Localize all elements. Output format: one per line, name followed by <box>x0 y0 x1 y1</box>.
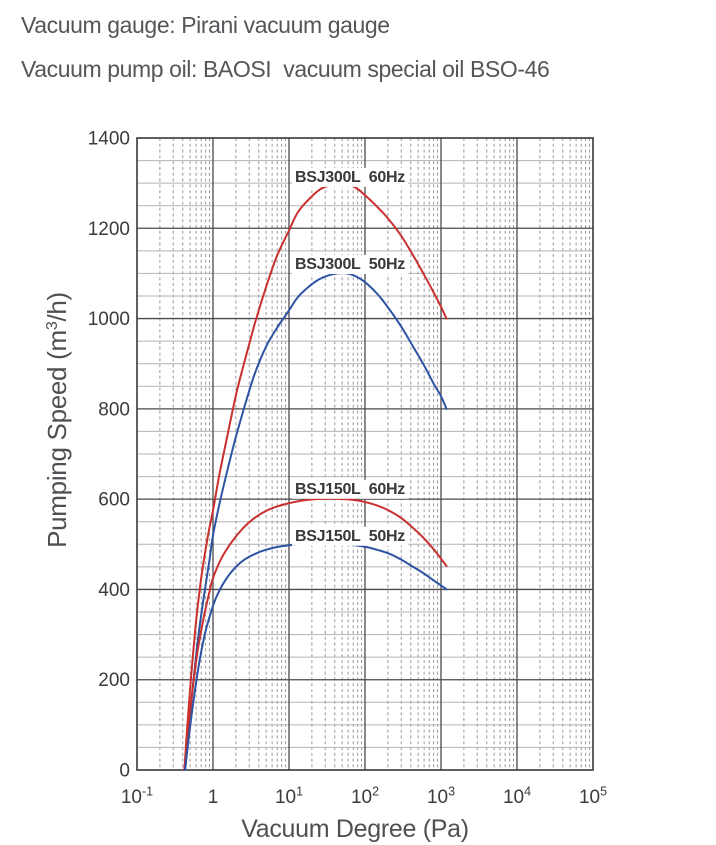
y-tick-label: 1200 <box>88 219 130 240</box>
y-axis-title: Pumping Speed (m3/h) <box>42 292 72 548</box>
curve-label-bsj150l-50hz: BSJ150L 50Hz <box>295 528 405 545</box>
curve-label-bsj150l-60hz: BSJ150L 60Hz <box>295 481 405 498</box>
curve-label-bg <box>292 254 409 274</box>
y-tick-label: 800 <box>98 399 130 420</box>
x-tick-label: 105 <box>579 785 607 809</box>
curve-bsj150l-60hz <box>183 497 448 771</box>
curve-label-bsj300l-50hz: BSJ300L 50Hz <box>295 256 405 273</box>
x-tick-label: 101 <box>275 785 303 809</box>
curve-label-bsj300l-60hz: BSJ300L 60Hz <box>295 169 405 186</box>
y-tick-label: 400 <box>98 580 130 601</box>
x-tick-label: 10-1 <box>121 785 153 809</box>
plot-frame <box>136 137 594 771</box>
header-vacuum-gauge-line: Vacuum gauge: Pirani vacuum gauge <box>21 12 390 38</box>
curve-bsj300l-50hz <box>184 271 448 771</box>
y-tick-label: 0 <box>119 761 130 782</box>
x-tick-label: 102 <box>351 785 379 809</box>
curve-label-bg <box>292 167 409 187</box>
y-tick-label: 1400 <box>88 129 130 150</box>
x-axis-title: Vacuum Degree (Pa) <box>241 815 469 843</box>
curve-label-bg <box>292 526 409 546</box>
y-tick-label: 600 <box>98 490 130 511</box>
y-tick-label: 200 <box>98 670 130 691</box>
curve-bsj300l-60hz <box>183 182 448 771</box>
header-pump-oil-line: Vacuum pump oil: BAOSI vacuum special oi… <box>21 56 550 82</box>
x-tick-label: 1 <box>208 787 219 808</box>
x-tick-label: 103 <box>427 785 455 809</box>
curve-label-bg <box>292 479 409 499</box>
x-tick-label: 104 <box>503 785 531 809</box>
y-tick-label: 1000 <box>88 309 130 330</box>
